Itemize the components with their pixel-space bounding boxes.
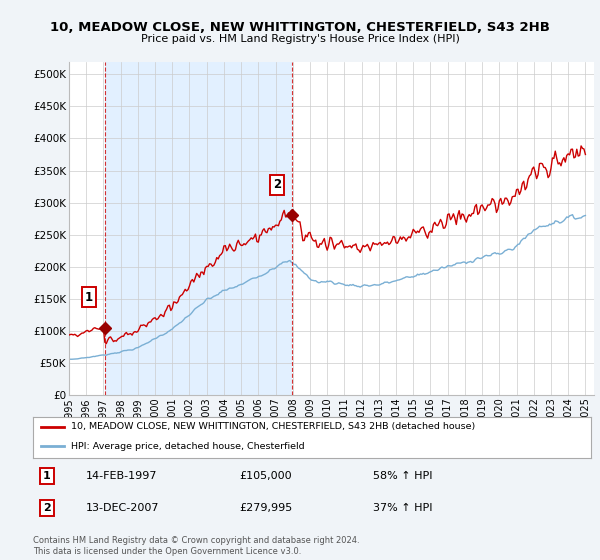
Text: HPI: Average price, detached house, Chesterfield: HPI: Average price, detached house, Ches… (71, 442, 305, 451)
Text: 2: 2 (43, 503, 51, 513)
Text: Price paid vs. HM Land Registry's House Price Index (HPI): Price paid vs. HM Land Registry's House … (140, 34, 460, 44)
Text: Contains HM Land Registry data © Crown copyright and database right 2024.
This d: Contains HM Land Registry data © Crown c… (33, 536, 359, 556)
Text: 10, MEADOW CLOSE, NEW WHITTINGTON, CHESTERFIELD, S43 2HB: 10, MEADOW CLOSE, NEW WHITTINGTON, CHEST… (50, 21, 550, 34)
Text: £279,995: £279,995 (239, 503, 293, 513)
Text: 14-FEB-1997: 14-FEB-1997 (86, 471, 158, 481)
Bar (106, 62, 292, 395)
Text: 10, MEADOW CLOSE, NEW WHITTINGTON, CHESTERFIELD, S43 2HB (detached house): 10, MEADOW CLOSE, NEW WHITTINGTON, CHEST… (71, 422, 475, 431)
Text: 2: 2 (273, 179, 281, 192)
Text: 37% ↑ HPI: 37% ↑ HPI (373, 503, 433, 513)
Text: 58% ↑ HPI: 58% ↑ HPI (373, 471, 433, 481)
Text: 1: 1 (85, 291, 93, 304)
Text: £105,000: £105,000 (239, 471, 292, 481)
Text: 13-DEC-2007: 13-DEC-2007 (86, 503, 160, 513)
Text: 1: 1 (43, 471, 51, 481)
